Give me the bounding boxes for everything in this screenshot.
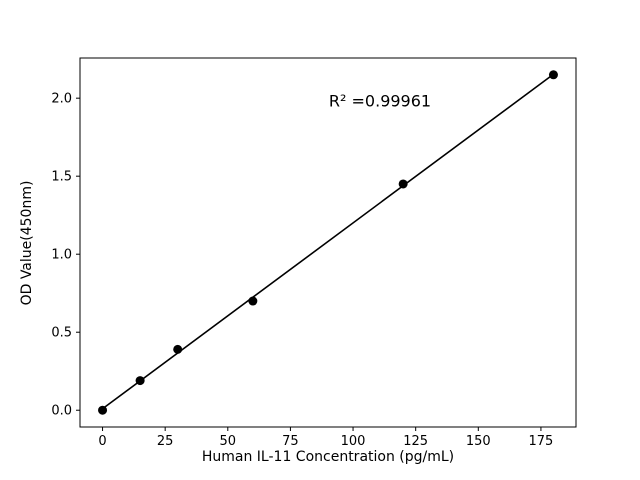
x-tick-label: 150 — [466, 434, 491, 449]
x-tick-label: 0 — [98, 434, 106, 449]
data-point — [98, 405, 108, 415]
y-tick-label: 1.0 — [51, 248, 72, 263]
data-point — [135, 376, 145, 386]
x-tick-label: 25 — [157, 434, 174, 449]
x-tick-label: 100 — [341, 434, 366, 449]
data-point — [173, 344, 183, 354]
x-tick-label: 175 — [529, 434, 554, 449]
y-tick-label: 0.5 — [51, 326, 72, 341]
y-tick-label: 2.0 — [51, 92, 72, 107]
r-squared-annotation: R² =0.99961 — [328, 91, 432, 111]
x-axis-label: Human IL-11 Concentration (pg/mL) — [201, 449, 455, 465]
data-point — [548, 70, 558, 80]
x-tick-label: 50 — [220, 434, 237, 449]
x-tick-label: 125 — [403, 434, 428, 449]
fit-line — [102, 73, 554, 410]
data-point — [398, 179, 408, 189]
y-tick-label: 0.0 — [51, 404, 72, 419]
y-tick-label: 1.5 — [51, 170, 72, 185]
data-point — [248, 296, 258, 306]
plot-spines — [79, 57, 577, 428]
x-tick-label: 75 — [282, 434, 299, 449]
y-axis-label: OD Value(450nm) — [19, 180, 35, 306]
